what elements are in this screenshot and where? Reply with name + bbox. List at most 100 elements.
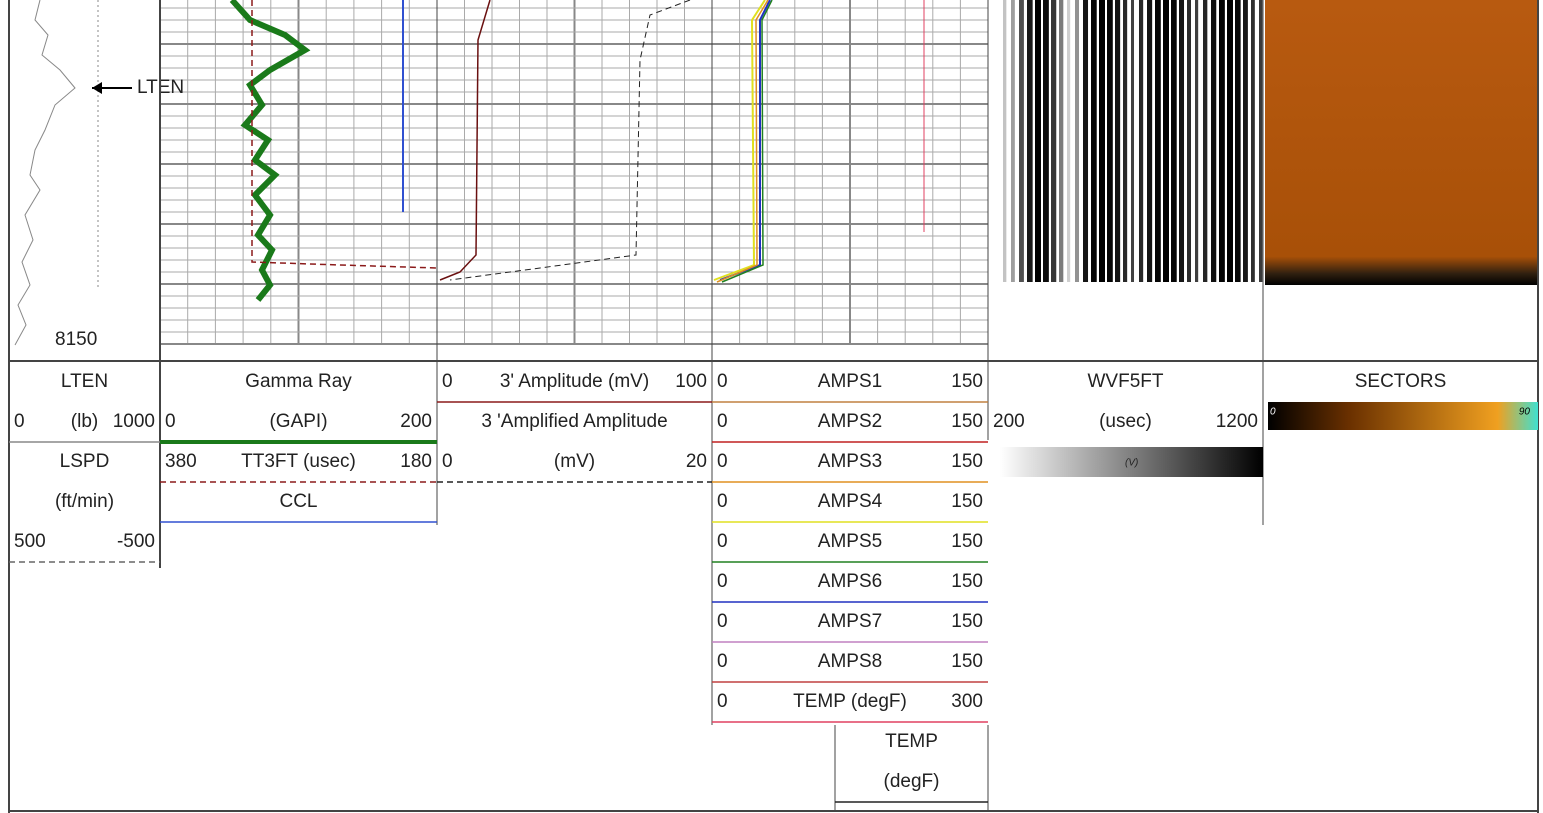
scale-right: 100 (675, 371, 707, 392)
scale-left: 500 (14, 531, 46, 552)
wave-stripe (1219, 0, 1225, 282)
depth-label: 8150 (55, 329, 97, 350)
curve-name: 3' Amplitude (mV) (500, 371, 649, 392)
scale-left: 0 (717, 571, 728, 592)
scale-right: 150 (951, 371, 983, 392)
wave-stripe (1131, 0, 1135, 282)
scale-left: 0 (14, 411, 25, 432)
scale-right: 150 (951, 611, 983, 632)
scale-right: 150 (951, 491, 983, 512)
curve-name: (usec) (1099, 411, 1152, 432)
wave-stripe (1179, 0, 1185, 282)
curve-name: (GAPI) (269, 411, 327, 432)
scale-left: 0 (717, 651, 728, 672)
wave-stripe (1043, 0, 1049, 282)
colorbar-label: 90 (1519, 407, 1531, 418)
colorbar (1000, 447, 1263, 477)
scale-left: 200 (993, 411, 1025, 432)
curve-name: (lb) (71, 411, 98, 432)
scale-right: 150 (951, 411, 983, 432)
scale-right: -500 (117, 531, 155, 552)
scale-right: 150 (951, 531, 983, 552)
scale-right: 300 (951, 691, 983, 712)
wave-stripe (1259, 0, 1263, 282)
curve-name: CCL (279, 491, 317, 512)
curve-name: AMPS3 (818, 451, 882, 472)
wave-stripe (1227, 0, 1233, 282)
wave-stripe (1195, 0, 1199, 282)
curve-name: AMPS5 (818, 531, 882, 552)
wave-stripe (1139, 0, 1144, 282)
scale-right: 20 (686, 451, 707, 472)
wave-stripe (1147, 0, 1153, 282)
curve-name: TT3FT (usec) (241, 451, 356, 472)
lten-curve (14, 0, 76, 346)
curve-name: AMPS4 (818, 491, 883, 512)
wave-stripe (1099, 0, 1105, 282)
wave-stripe (1155, 0, 1161, 282)
colorbar-label: 0 (1270, 407, 1276, 418)
colorbar (1268, 402, 1538, 430)
amps-curve (716, 0, 769, 283)
wave-stripe (1243, 0, 1248, 282)
scale-left: 0 (717, 611, 728, 632)
curve-name: WVF5FT (1088, 371, 1164, 392)
curve-name: LSPD (60, 451, 110, 472)
wave-stripe (1251, 0, 1255, 282)
scale-right: 1000 (113, 411, 155, 432)
wave-stripe (1123, 0, 1128, 282)
gamma-ray-curve (229, 0, 311, 302)
wave-stripe (1019, 0, 1024, 282)
curve-name: TEMP (degF) (793, 691, 907, 712)
curve-name: (degF) (884, 771, 940, 792)
curve-name: TEMP (885, 731, 938, 752)
curve-name: SECTORS (1355, 371, 1447, 392)
wave-stripe (1059, 0, 1064, 282)
wave-stripe (1187, 0, 1192, 282)
scale-left: 0 (442, 371, 453, 392)
curve-name: LTEN (61, 371, 108, 392)
curve-name: AMPS1 (818, 371, 882, 392)
scale-right: 150 (951, 651, 983, 672)
curve-name: AMPS8 (818, 651, 882, 672)
wave-stripe (1083, 0, 1089, 282)
wave-stripe (1035, 0, 1041, 282)
grid (160, 0, 988, 345)
scale-left: 380 (165, 451, 197, 472)
scale-left: 0 (717, 451, 728, 472)
wave-stripe (1051, 0, 1057, 282)
waveform-image (1003, 0, 1263, 282)
wave-stripe (1107, 0, 1113, 282)
scale-right: 150 (951, 451, 983, 472)
wave-stripe (1011, 0, 1015, 282)
colorbar-label: (V) (1125, 458, 1138, 469)
wave-stripe (1091, 0, 1097, 282)
curve-name: (mV) (554, 451, 595, 472)
scale-left: 0 (717, 491, 728, 512)
curve-name: AMPS7 (818, 611, 882, 632)
curve-name: AMPS6 (818, 571, 882, 592)
frame (8, 0, 1539, 813)
wave-stripe (1163, 0, 1169, 282)
scale-left: 0 (717, 411, 728, 432)
sector-image (1265, 0, 1538, 285)
scale-right: 180 (400, 451, 432, 472)
tt3ft-curve (251, 0, 438, 269)
wave-stripe (1075, 0, 1080, 282)
wave-stripe (1003, 0, 1007, 282)
wave-stripe (1115, 0, 1121, 282)
wave-stripe (1171, 0, 1177, 282)
curve-name: 3 'Amplified Amplitude (481, 411, 667, 432)
wave-stripe (1203, 0, 1208, 282)
amplified-curve (449, 0, 691, 281)
scale-right: 1200 (1216, 411, 1258, 432)
wave-stripe (1027, 0, 1033, 282)
wave-stripe (1235, 0, 1241, 282)
scale-left: 0 (717, 531, 728, 552)
wave-stripe (1067, 0, 1071, 282)
scale-right: 150 (951, 571, 983, 592)
curve-name: AMPS2 (818, 411, 882, 432)
amps-curve (713, 0, 766, 281)
scale-left: 0 (717, 371, 728, 392)
